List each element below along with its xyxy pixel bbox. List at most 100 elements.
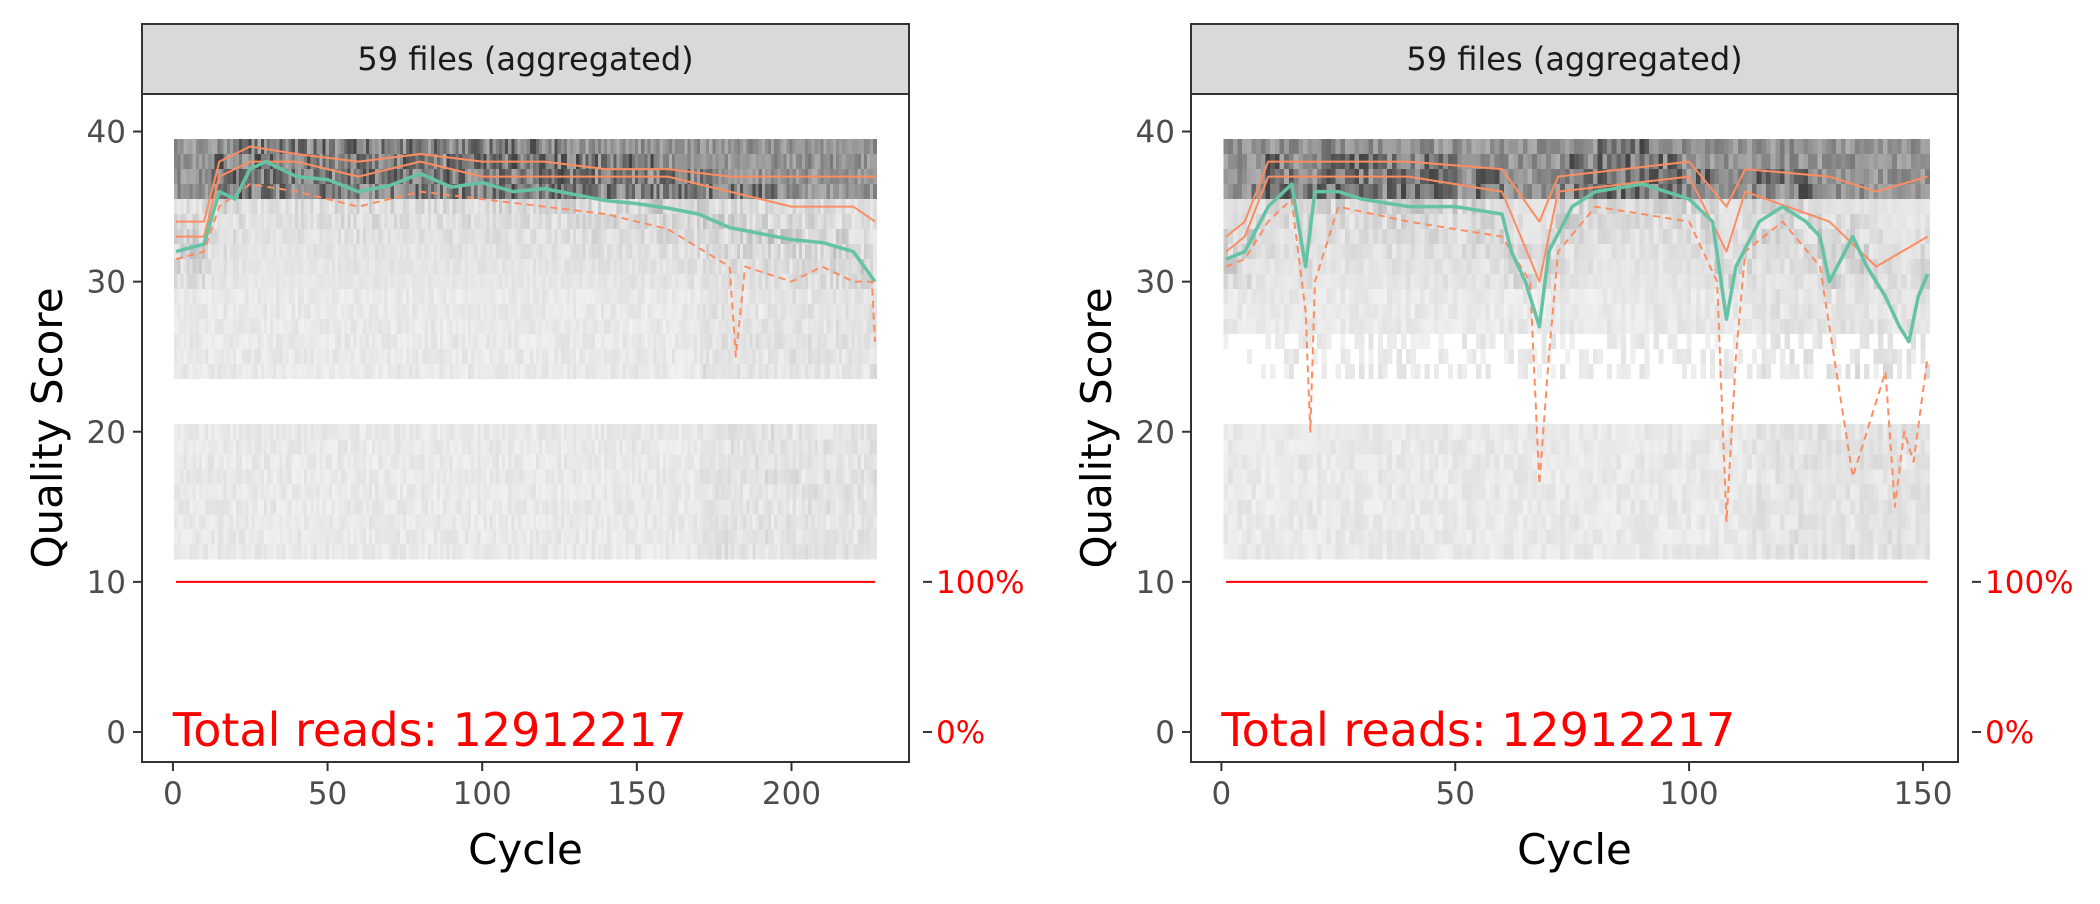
heatmap-cell	[458, 529, 463, 545]
heatmap-cell	[202, 439, 206, 455]
heatmap-cell	[536, 529, 540, 545]
heatmap-cell	[245, 184, 249, 200]
heatmap-cell	[316, 484, 321, 500]
heatmap-cell	[239, 319, 243, 335]
heatmap-cell	[777, 154, 781, 170]
heatmap-cell	[709, 244, 713, 260]
heatmap-cell	[740, 484, 744, 500]
heatmap-cell	[505, 529, 509, 545]
heatmap-cell	[508, 484, 512, 500]
heatmap-cell	[304, 289, 308, 305]
heatmap-cell	[681, 154, 686, 170]
heatmap-cell	[604, 154, 608, 170]
heatmap-cell	[362, 424, 367, 440]
heatmap-cell	[594, 289, 599, 305]
heatmap-cell	[551, 454, 556, 470]
heatmap-cell	[471, 244, 475, 260]
heatmap-cell	[774, 199, 778, 215]
heatmap-cell	[236, 514, 240, 530]
heatmap-cell	[390, 319, 395, 335]
heatmap-cell	[588, 514, 593, 530]
heatmap-cell	[536, 184, 540, 200]
heatmap-cell	[192, 349, 197, 365]
heatmap-cell	[220, 469, 225, 485]
heatmap-cell	[628, 349, 633, 365]
heatmap-cell	[205, 139, 209, 155]
heatmap-cell	[307, 499, 311, 515]
heatmap-cell	[777, 484, 781, 500]
heatmap-cell	[458, 154, 463, 170]
heatmap-cell	[229, 484, 234, 500]
heatmap-cell	[223, 259, 228, 275]
heatmap-cell	[653, 259, 658, 275]
heatmap-cell	[656, 229, 661, 245]
heatmap-cell	[517, 529, 522, 545]
heatmap-cell	[350, 304, 355, 320]
heatmap-cell	[570, 439, 574, 455]
heatmap-cell	[341, 499, 345, 515]
heatmap-cell	[381, 454, 386, 470]
heatmap-cell	[526, 319, 531, 335]
heatmap-cell	[761, 244, 766, 260]
heatmap-cell	[560, 484, 565, 500]
heatmap-cell	[622, 514, 627, 530]
heatmap-cell	[384, 289, 389, 305]
heatmap-cell	[341, 229, 345, 245]
heatmap-cell	[387, 199, 392, 215]
heatmap-cell	[325, 304, 330, 320]
heatmap-cell	[560, 199, 565, 215]
heatmap-cell	[724, 334, 729, 350]
heatmap-cell	[699, 319, 704, 335]
heatmap-cell	[625, 484, 630, 500]
heatmap-cell	[780, 544, 785, 560]
heatmap-cell	[764, 184, 769, 200]
heatmap-cell	[520, 229, 525, 245]
heatmap-cell	[437, 244, 441, 260]
heatmap-cell	[594, 499, 599, 515]
heatmap-cell	[619, 454, 624, 470]
heatmap-cell	[607, 229, 611, 245]
heatmap-cell	[464, 499, 469, 515]
heatmap-cell	[254, 469, 259, 485]
heatmap-cell	[223, 184, 228, 200]
heatmap-cell	[758, 439, 763, 455]
heatmap-cell	[560, 319, 565, 335]
heatmap-cell	[359, 439, 364, 455]
heatmap-cell	[653, 304, 658, 320]
heatmap-cell	[464, 529, 469, 545]
heatmap-cell	[257, 349, 262, 365]
heatmap-cell	[328, 199, 333, 215]
heatmap-cell	[297, 364, 302, 380]
heatmap-cell	[350, 364, 355, 380]
heatmap-cell	[211, 514, 215, 530]
heatmap-cell	[229, 499, 234, 515]
heatmap-cell	[638, 349, 642, 365]
heatmap-cell	[359, 139, 364, 155]
heatmap-cell	[257, 244, 262, 260]
heatmap-cell	[424, 544, 429, 560]
heatmap-cell	[662, 364, 667, 380]
heatmap-cell	[347, 529, 352, 545]
heatmap-cell	[449, 289, 454, 305]
heatmap-cell	[505, 139, 509, 155]
heatmap-cell	[347, 154, 352, 170]
heatmap-cell	[749, 274, 754, 290]
heatmap-cell	[239, 139, 243, 155]
heatmap-cell	[545, 454, 549, 470]
heatmap-cell	[588, 424, 593, 440]
heatmap-cell	[192, 319, 197, 335]
heatmap-cell	[263, 199, 268, 215]
heatmap-cell	[409, 514, 413, 530]
heatmap-cell	[786, 439, 791, 455]
heatmap-cell	[341, 469, 345, 485]
heatmap-cell	[310, 304, 314, 320]
strip-header	[141, 23, 910, 95]
heatmap-cell	[226, 544, 231, 560]
heatmap-cell	[328, 499, 333, 515]
heatmap-cell	[616, 349, 621, 365]
heatmap-cell	[174, 304, 178, 320]
heatmap-cell	[730, 289, 735, 305]
heatmap-cell	[307, 139, 311, 155]
heatmap-cell	[304, 304, 308, 320]
heatmap-cell	[749, 199, 754, 215]
